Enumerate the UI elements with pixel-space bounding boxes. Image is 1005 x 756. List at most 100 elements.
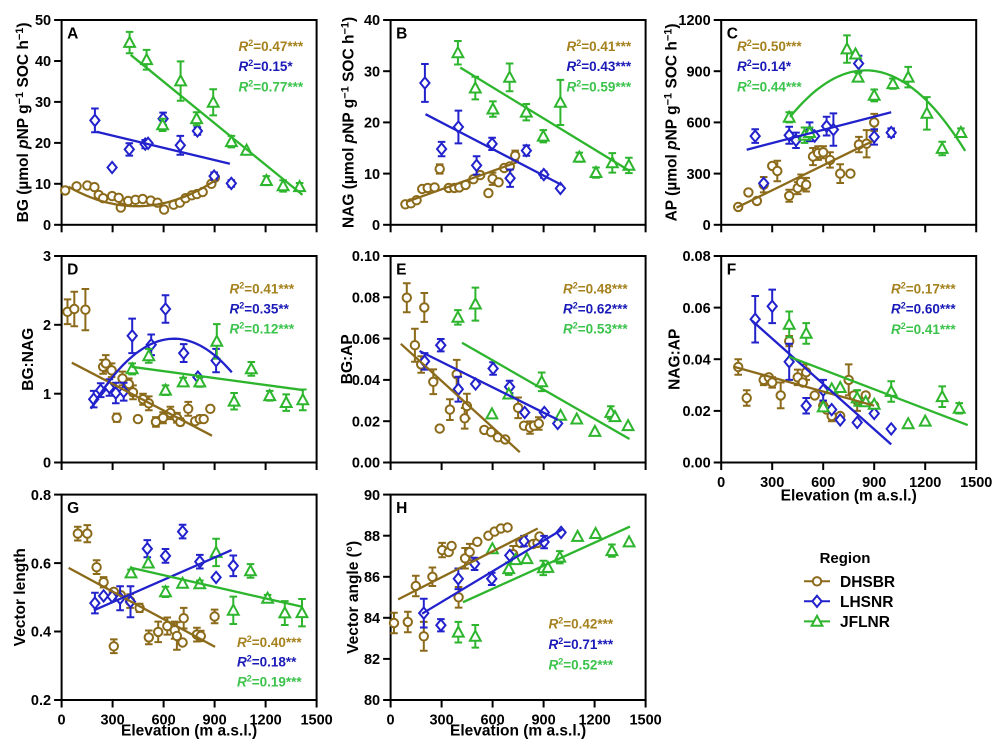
svg-text:R2=0.17***: R2=0.17*** [891,280,956,296]
svg-text:50: 50 [35,13,51,29]
svg-text:0.04: 0.04 [352,373,380,389]
svg-text:1500: 1500 [300,713,332,729]
svg-text:JFLNR: JFLNR [840,614,890,631]
svg-text:30: 30 [364,64,380,80]
svg-text:G: G [67,500,79,517]
svg-text:Elevation (m a.s.l.): Elevation (m a.s.l.) [450,723,586,740]
svg-text:0.2: 0.2 [31,693,51,709]
svg-text:0.02: 0.02 [352,414,380,430]
svg-text:R2=0.53***: R2=0.53*** [563,320,628,336]
svg-text:900: 900 [862,475,886,491]
svg-text:0.06: 0.06 [352,332,380,348]
svg-text:R2=0.41***: R2=0.41*** [891,321,956,337]
svg-text:0.4: 0.4 [31,625,51,641]
svg-text:BG:AP: BG:AP [339,334,356,384]
svg-text:R2=0.19***: R2=0.19*** [237,673,302,689]
svg-text:0: 0 [43,456,51,472]
svg-text:R2=0.62***: R2=0.62*** [563,300,628,316]
svg-text:R2=0.43***: R2=0.43*** [567,58,632,74]
svg-text:30: 30 [35,95,51,111]
svg-text:NAG (µmol pNP g−1 SOC h−1): NAG (µmol pNP g−1 SOC h−1) [340,17,358,228]
svg-text:600: 600 [686,116,710,132]
svg-text:0.00: 0.00 [682,456,710,472]
svg-text:3: 3 [43,249,51,265]
svg-text:0.04: 0.04 [682,352,710,368]
svg-text:10: 10 [35,177,51,193]
svg-text:R2=0.44***: R2=0.44*** [737,79,802,95]
svg-text:0.10: 0.10 [352,249,380,265]
svg-text:1200: 1200 [249,713,281,729]
svg-text:Vector angle (°): Vector angle (°) [345,541,362,654]
svg-text:900: 900 [686,64,710,80]
svg-text:300: 300 [686,167,710,183]
svg-text:84: 84 [364,611,380,627]
svg-text:Region: Region [820,550,871,567]
svg-text:2: 2 [43,318,51,334]
svg-text:R2=0.52***: R2=0.52*** [549,656,614,672]
svg-text:600: 600 [151,713,175,729]
svg-text:1200: 1200 [578,713,610,729]
svg-text:1200: 1200 [678,13,710,29]
svg-text:H: H [396,500,407,517]
svg-text:Vector length: Vector length [12,548,29,646]
svg-text:R2=0.18**: R2=0.18** [237,654,297,670]
svg-text:D: D [67,262,78,279]
svg-text:0: 0 [387,713,395,729]
svg-text:R2=0.48***: R2=0.48*** [563,280,628,296]
svg-text:B: B [396,26,407,43]
svg-text:600: 600 [811,475,835,491]
svg-text:0: 0 [372,218,380,234]
svg-text:R2=0.14*: R2=0.14* [737,58,792,74]
svg-text:E: E [396,262,406,279]
svg-text:AP (µmol pNP g−1 SOC h−1): AP (µmol pNP g−1 SOC h−1) [663,23,681,221]
svg-text:82: 82 [364,652,380,668]
svg-text:80: 80 [364,693,380,709]
svg-text:BG:NAG: BG:NAG [20,328,37,391]
svg-text:C: C [727,26,738,43]
svg-text:Elevation (m a.s.l.): Elevation (m a.s.l.) [121,723,257,740]
svg-text:600: 600 [480,713,504,729]
svg-text:R2=0.77***: R2=0.77*** [239,79,304,95]
svg-text:R2=0.42***: R2=0.42*** [549,615,614,631]
svg-text:R2=0.59***: R2=0.59*** [567,79,632,95]
svg-text:0.8: 0.8 [31,488,51,504]
svg-text:20: 20 [364,116,380,132]
svg-text:1200: 1200 [909,475,941,491]
svg-text:Elevation (m a.s.l.): Elevation (m a.s.l.) [781,488,917,505]
svg-text:0.08: 0.08 [352,291,380,307]
svg-text:R2=0.35**: R2=0.35** [230,300,290,316]
svg-text:R2=0.47***: R2=0.47*** [239,38,304,54]
svg-text:R2=0.60***: R2=0.60*** [891,300,956,316]
svg-text:0.08: 0.08 [682,249,710,265]
svg-text:88: 88 [364,529,380,545]
svg-text:R2=0.41***: R2=0.41*** [567,38,632,54]
svg-text:R2=0.12***: R2=0.12*** [230,320,295,336]
svg-text:86: 86 [364,570,380,586]
svg-text:R2=0.71***: R2=0.71*** [549,636,614,652]
svg-text:0.6: 0.6 [31,556,51,572]
svg-text:0: 0 [58,713,66,729]
svg-text:300: 300 [429,713,453,729]
svg-text:1500: 1500 [629,713,661,729]
svg-text:900: 900 [202,713,226,729]
svg-text:20: 20 [35,136,51,152]
svg-text:900: 900 [531,713,555,729]
svg-text:NAG:AP: NAG:AP [667,329,684,390]
svg-text:A: A [67,26,78,43]
svg-text:F: F [727,262,736,279]
svg-text:DHSBR: DHSBR [840,574,895,591]
svg-text:0.06: 0.06 [682,301,710,317]
svg-text:R2=0.15*: R2=0.15* [239,58,294,74]
svg-text:R2=0.41***: R2=0.41*** [230,280,295,296]
svg-text:0: 0 [703,218,711,234]
svg-text:40: 40 [35,54,51,70]
svg-text:0.02: 0.02 [682,404,710,420]
svg-text:0: 0 [717,475,725,491]
svg-text:LHSNR: LHSNR [840,594,893,611]
svg-text:40: 40 [364,13,380,29]
svg-text:300: 300 [760,475,784,491]
svg-text:90: 90 [364,488,380,504]
svg-text:0.00: 0.00 [352,456,380,472]
svg-text:1500: 1500 [960,475,992,491]
svg-text:R2=0.50***: R2=0.50*** [737,38,802,54]
